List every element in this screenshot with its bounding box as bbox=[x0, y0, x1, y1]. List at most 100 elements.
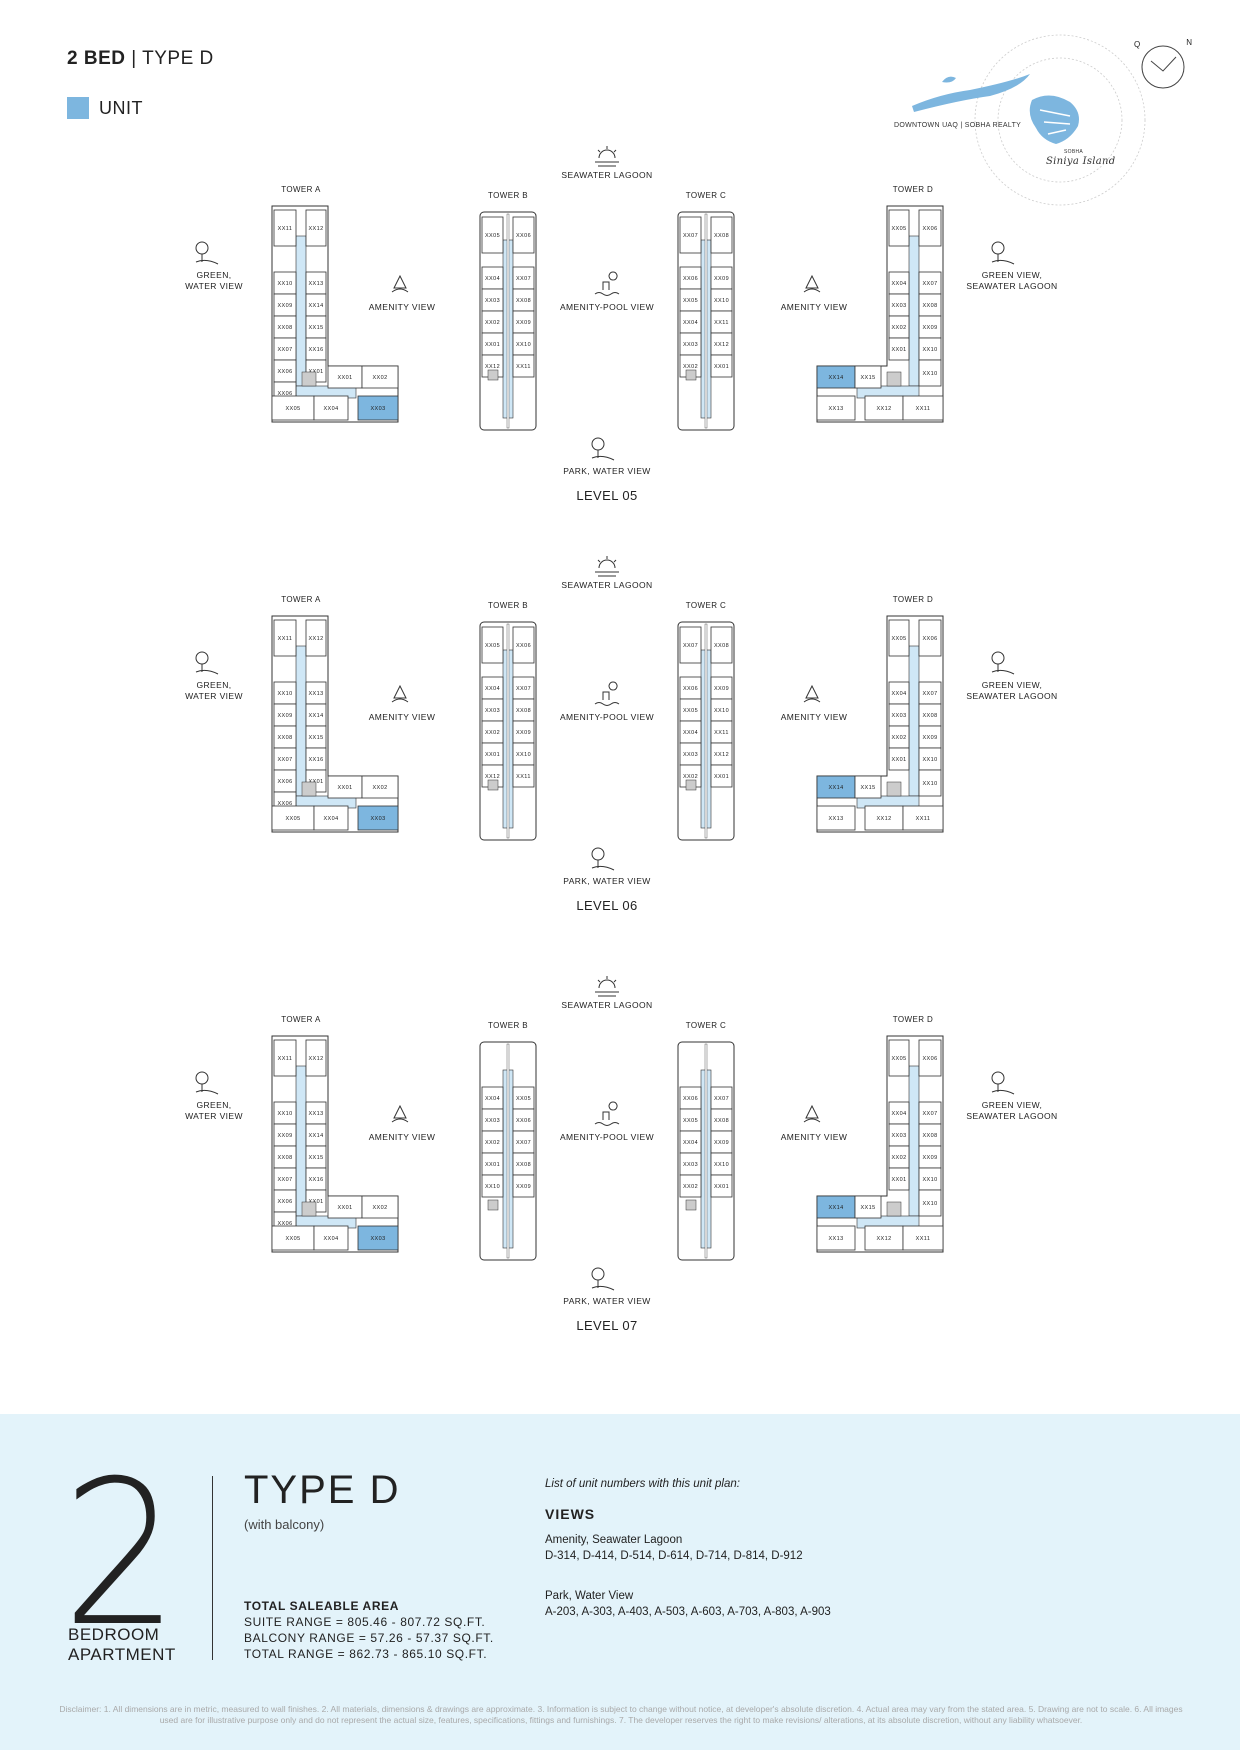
view-right-label-1: GREEN VIEW, bbox=[982, 270, 1043, 280]
tower-c-unit-label: XX10 bbox=[714, 1162, 729, 1168]
tower-b-unit-label: XX11 bbox=[516, 774, 531, 780]
view-bottom-label: PARK, WATER VIEW bbox=[563, 466, 650, 476]
level-2-plan: SEAWATER LAGOON TOWER A TOWER B TOWER C TOWE… bbox=[185, 556, 1057, 913]
sunset-icon bbox=[595, 976, 619, 997]
tower-c-unit-label: XX05 bbox=[683, 708, 698, 714]
tower-a-unit-label: XX04 bbox=[323, 406, 338, 412]
tower-d-unit-label: XX01 bbox=[891, 1177, 906, 1183]
tower-d-unit-box bbox=[854, 775, 882, 799]
tower-a-unit-highlight-box bbox=[357, 805, 399, 831]
view-top-label: SEAWATER LAGOON bbox=[561, 170, 652, 180]
tower-a-unit-label: XX13 bbox=[308, 1111, 323, 1117]
tower-d-unit-box bbox=[888, 337, 910, 361]
view-right-label-1: GREEN VIEW, bbox=[982, 680, 1043, 690]
tower-b-unit-box bbox=[481, 1174, 504, 1198]
tower-d-unit-label: XX15 bbox=[860, 375, 875, 381]
view-left-label-2: WATER VIEW bbox=[185, 281, 243, 291]
type-title: TYPE D bbox=[244, 1468, 401, 1512]
tower-b: XX05 XX06 XX04 XX07 XX03 XX08 XX02 XX09 XX01 XX10… bbox=[479, 621, 537, 841]
tower-d-unit-label: XX06 bbox=[922, 226, 937, 232]
compass-icon bbox=[1141, 45, 1185, 89]
tower-c: XX07 XX08 XX06 XX09 XX05 XX10 XX04 XX11 XX03 XX12… bbox=[677, 211, 735, 431]
compass-n: N bbox=[1186, 38, 1192, 47]
tower-a-unit-highlight-label: XX03 bbox=[370, 1236, 385, 1242]
tower-b-unit-label: XX11 bbox=[516, 364, 531, 370]
tower-a-unit-label: XX06 bbox=[277, 1221, 292, 1227]
tower-c-unit-label: XX07 bbox=[683, 643, 698, 649]
view2-units: A-203, A-303, A-403, A-503, A-603, A-703… bbox=[545, 1606, 831, 1618]
unit-list: List of unit numbers with this unit plan… bbox=[545, 1476, 831, 1620]
level-label: LEVEL 06 bbox=[576, 898, 637, 913]
tower-d-unit-box bbox=[918, 769, 942, 797]
pool-icon bbox=[594, 681, 620, 706]
tower-c-unit-label: XX10 bbox=[714, 708, 729, 714]
tower-c-unit-label: XX01 bbox=[714, 774, 729, 780]
tower-a-unit-label: XX12 bbox=[308, 226, 323, 232]
tower-b-unit-label: XX06 bbox=[516, 1118, 531, 1124]
tower-d-unit-label: XX04 bbox=[891, 1111, 906, 1117]
view-pool-label: AMENITY-POOL VIEW bbox=[560, 1132, 654, 1142]
view1-name: Amenity, Seawater Lagoon bbox=[545, 1534, 683, 1546]
divider bbox=[212, 1476, 213, 1660]
tower-c-unit-box bbox=[710, 764, 733, 788]
tree-icon bbox=[991, 241, 1015, 265]
tower-a-unit-label: XX06 bbox=[277, 801, 292, 807]
sunset-icon bbox=[595, 146, 619, 167]
tower-a-unit-label: XX01 bbox=[337, 785, 352, 791]
tower-c-unit-label: XX04 bbox=[683, 320, 698, 326]
amenity-icon bbox=[803, 274, 821, 293]
tower-a-unit-box bbox=[271, 805, 315, 831]
tower-c-unit-box bbox=[710, 216, 733, 254]
tower-a-unit-highlight-box bbox=[357, 395, 399, 421]
view-right-label-1: GREEN VIEW, bbox=[982, 1100, 1043, 1110]
tower-b-unit-box bbox=[481, 216, 504, 254]
tower-c-unit-box bbox=[710, 1174, 733, 1198]
compass-q: Q bbox=[1134, 40, 1141, 49]
floor-plans: SEAWATER LAGOON TOWER A TOWER B TOWER C TOWE… bbox=[185, 146, 1057, 1333]
level-3-plan: SEAWATER LAGOON TOWER A TOWER B TOWER C TOWE… bbox=[185, 976, 1057, 1333]
tree-icon bbox=[195, 241, 219, 265]
tower-d-unit-label: XX02 bbox=[891, 1155, 906, 1161]
bedroom-number: 2 bbox=[62, 1438, 180, 1671]
tower-d-unit-label: XX10 bbox=[922, 1177, 937, 1183]
tower-c-unit-box bbox=[679, 626, 702, 664]
title-separator: | bbox=[125, 48, 143, 69]
tower-a-unit-label: XX07 bbox=[277, 757, 292, 763]
tower-d-unit-label: XX13 bbox=[828, 406, 843, 412]
tower-a-corridor bbox=[295, 1065, 307, 1217]
tower-a-unit-label: XX12 bbox=[308, 636, 323, 642]
tower-a-unit-label: XX07 bbox=[277, 347, 292, 353]
tower-d-unit-label: XX09 bbox=[922, 325, 937, 331]
tower-a-unit-box bbox=[305, 1039, 327, 1077]
tower-c-unit-label: XX02 bbox=[683, 1184, 698, 1190]
view-left-label-2: WATER VIEW bbox=[185, 1111, 243, 1121]
tower-b-core bbox=[487, 779, 499, 791]
tower-a-unit-label: XX11 bbox=[278, 1056, 293, 1062]
tower-c-spine bbox=[704, 213, 708, 429]
view-top-label: SEAWATER LAGOON bbox=[561, 580, 652, 590]
tower-d-unit-label: XX11 bbox=[916, 1236, 931, 1242]
tower-a-unit-label: XX04 bbox=[323, 816, 338, 822]
tower-c: XX06 XX07 XX05 XX08 XX04 XX09 XX03 XX10 XX02 XX01 bbox=[677, 1041, 735, 1261]
tower-b-unit-label: XX05 bbox=[516, 1096, 531, 1102]
views-heading: VIEWS bbox=[545, 1506, 596, 1522]
tower-c-unit-label: XX03 bbox=[683, 1162, 698, 1168]
tower-b-unit-label: XX04 bbox=[485, 1096, 500, 1102]
tower-d-unit-label: XX12 bbox=[876, 406, 891, 412]
tower-c-label: TOWER C bbox=[686, 191, 726, 200]
tower-b-spine bbox=[506, 213, 510, 429]
tower-a-unit-box bbox=[361, 1195, 399, 1219]
tower-a-unit-label: XX07 bbox=[277, 1177, 292, 1183]
tree-icon bbox=[195, 651, 219, 675]
tower-a-unit-label: XX14 bbox=[308, 713, 323, 719]
tower-d-unit-label: XX10 bbox=[922, 371, 937, 377]
tower-b: XX04 XX05 XX03 XX06 XX02 XX07 XX01 XX08 XX10 XX09 bbox=[479, 1041, 537, 1261]
tower-a-unit-label: XX12 bbox=[308, 1056, 323, 1062]
tower-a-unit-label: XX10 bbox=[277, 691, 292, 697]
tower-d-unit-box bbox=[918, 619, 942, 657]
tower-c-core bbox=[685, 1199, 697, 1211]
view-right-label-2: SEAWATER LAGOON bbox=[966, 1111, 1057, 1121]
tower-d-unit-label: XX15 bbox=[860, 785, 875, 791]
tower-b-unit-label: XX02 bbox=[485, 730, 500, 736]
tower-d-unit-label: XX03 bbox=[891, 713, 906, 719]
